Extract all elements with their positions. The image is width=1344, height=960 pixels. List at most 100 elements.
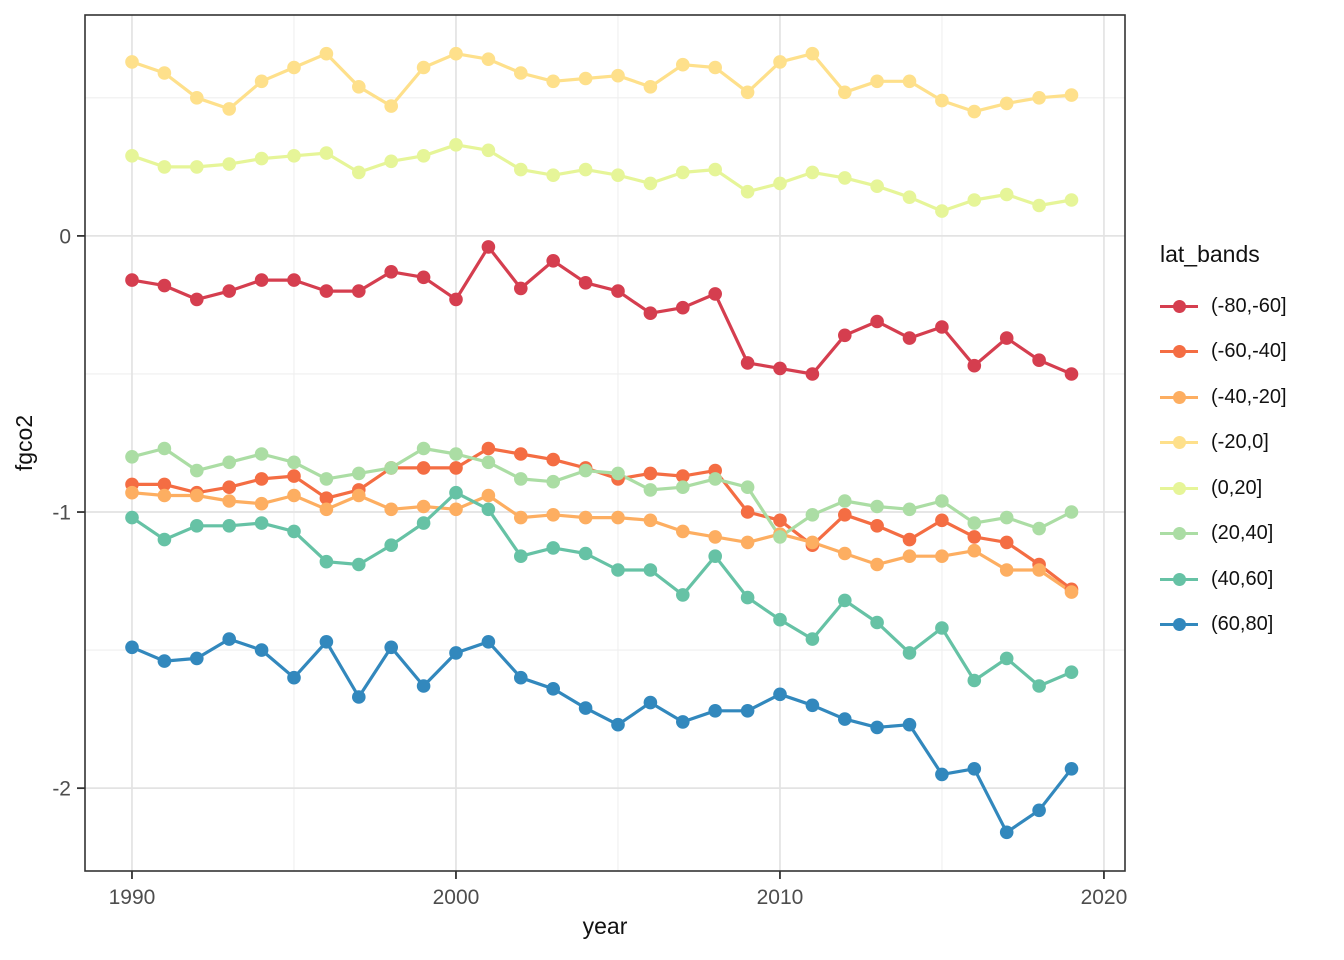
- legend-item-label: (0,20]: [1211, 476, 1263, 499]
- data-point: [611, 563, 625, 577]
- data-point: [481, 441, 496, 456]
- data-point: [514, 472, 528, 486]
- legend-key-swatch: [1160, 474, 1198, 502]
- data-point: [254, 447, 269, 461]
- data-point: [676, 524, 690, 539]
- data-point: [967, 530, 982, 544]
- data-point: [708, 287, 722, 301]
- data-point: [805, 46, 820, 61]
- data-point: [773, 176, 787, 191]
- data-point: [352, 466, 366, 481]
- data-point: [319, 146, 334, 160]
- data-point: [999, 187, 1014, 202]
- data-point: [319, 554, 334, 569]
- data-point: [708, 530, 722, 544]
- data-point: [902, 190, 917, 204]
- data-point: [611, 284, 625, 298]
- data-point: [676, 57, 690, 72]
- legend-key-dot: [1172, 618, 1186, 631]
- data-point: [935, 549, 949, 563]
- y-axis-title: fgco2: [11, 414, 37, 472]
- data-point: [676, 588, 690, 602]
- data-point: [935, 513, 949, 528]
- data-point: [1064, 762, 1079, 776]
- data-point: [384, 265, 399, 279]
- data-point: [384, 502, 399, 517]
- legend-key-dot: [1172, 299, 1186, 313]
- legend-item-label: (20,40]: [1211, 522, 1274, 544]
- data-point: [319, 284, 334, 298]
- legend-key-dot: [1172, 572, 1186, 586]
- legend-key-swatch: [1160, 611, 1198, 639]
- data-point: [643, 466, 658, 481]
- data-point: [1032, 91, 1046, 105]
- data-point: [222, 157, 236, 171]
- data-point: [740, 184, 755, 199]
- data-point: [190, 91, 204, 105]
- data-point: [546, 452, 560, 467]
- legend-key-dot: [1172, 481, 1186, 495]
- data-point: [999, 563, 1014, 577]
- data-point: [546, 168, 560, 182]
- data-point: [838, 508, 852, 522]
- data-point: [416, 679, 431, 693]
- data-point: [416, 60, 431, 75]
- data-point: [805, 535, 820, 550]
- data-point: [1064, 665, 1079, 679]
- data-point: [254, 516, 269, 530]
- data-point: [514, 549, 528, 563]
- data-point: [157, 477, 172, 492]
- data-point: [222, 632, 236, 646]
- data-point: [157, 441, 172, 456]
- data-point: [514, 510, 528, 525]
- data-point: [319, 46, 334, 61]
- data-point: [578, 71, 593, 86]
- data-point: [805, 632, 820, 646]
- data-point: [125, 55, 139, 69]
- data-point: [157, 488, 172, 503]
- data-point: [838, 593, 852, 608]
- data-point: [157, 532, 172, 547]
- data-point: [999, 510, 1014, 525]
- data-point: [546, 541, 560, 555]
- data-point: [222, 480, 236, 495]
- data-point: [773, 530, 787, 544]
- data-point: [838, 328, 852, 343]
- data-point: [1032, 803, 1046, 818]
- data-point: [935, 494, 949, 508]
- legend-key-swatch: [1160, 429, 1198, 457]
- data-point: [481, 455, 496, 470]
- data-point: [902, 717, 917, 732]
- data-point: [740, 356, 755, 370]
- data-point: [935, 204, 949, 218]
- data-point: [578, 276, 593, 290]
- data-point: [546, 474, 560, 489]
- data-point: [416, 499, 431, 514]
- data-point: [352, 80, 366, 94]
- legend-key-swatch: [1160, 338, 1198, 366]
- data-point: [805, 367, 820, 381]
- data-point: [935, 767, 949, 782]
- legend-key-dot: [1172, 345, 1186, 358]
- data-point: [449, 646, 463, 660]
- data-point: [999, 825, 1014, 840]
- legend-item-label: (40,60]: [1211, 567, 1274, 590]
- data-point: [967, 193, 982, 207]
- data-point: [838, 546, 852, 561]
- data-point: [384, 640, 399, 655]
- data-point: [222, 102, 236, 116]
- data-point: [190, 292, 204, 307]
- data-point: [352, 557, 366, 572]
- data-point: [514, 162, 528, 177]
- data-point: [935, 93, 949, 108]
- data-point: [449, 485, 463, 500]
- data-point: [611, 68, 625, 83]
- data-point: [578, 546, 593, 561]
- series-line-7: [130, 637, 1074, 834]
- data-point: [708, 60, 722, 75]
- data-point: [773, 361, 787, 376]
- data-point: [125, 640, 139, 655]
- x-tick-label: 1990: [109, 886, 156, 909]
- data-point: [838, 85, 852, 100]
- y-tick-label: -2: [52, 778, 71, 801]
